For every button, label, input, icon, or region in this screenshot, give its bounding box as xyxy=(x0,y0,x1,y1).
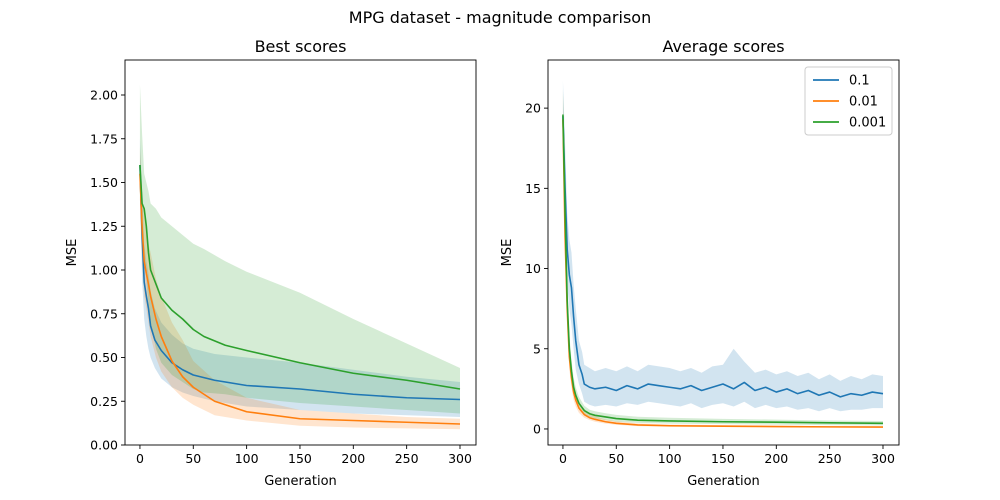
series-line-0.001 xyxy=(562,114,884,425)
y-tick-label: 1.00 xyxy=(90,263,118,278)
x-tick-label: 100 xyxy=(658,451,682,466)
y-tick-label: 1.50 xyxy=(90,175,118,190)
x-tick-label: 50 xyxy=(185,451,201,466)
x-tick-label: 150 xyxy=(711,451,735,466)
series-line-0.01 xyxy=(139,173,461,425)
y-tick-label: 1.75 xyxy=(90,131,118,146)
y-tick-label: 0.00 xyxy=(90,438,118,453)
plot-area xyxy=(139,84,461,430)
x-axis-label: Generation xyxy=(264,474,337,489)
y-tick-label: 0.25 xyxy=(90,394,118,409)
x-tick-label: 250 xyxy=(818,451,842,466)
band-0.1 xyxy=(139,138,460,417)
chart-average-scores: 0 50 100 150 200 250 300 0 5 10 15 20 Average scores… xyxy=(500,37,900,489)
y-tick-label: 10 xyxy=(525,261,541,276)
legend-label-0.01: 0.01 xyxy=(849,95,878,110)
y-tick-label: 0 xyxy=(533,421,541,436)
legend: 0.1 0.01 0.001 xyxy=(804,66,893,136)
subplot-title: Average scores xyxy=(662,37,784,56)
x-tick-label: 150 xyxy=(288,451,312,466)
y-tick-label: 1.25 xyxy=(90,219,118,234)
series-line-0.1 xyxy=(562,116,884,398)
x-tick-label: 250 xyxy=(395,451,419,466)
plot-area xyxy=(562,80,884,428)
x-tick-label: 200 xyxy=(764,451,788,466)
x-tick-label: 0 xyxy=(559,451,567,466)
y-tick-label: 15 xyxy=(525,181,541,196)
x-axis-label: Generation xyxy=(687,474,760,489)
band-0.001 xyxy=(139,84,460,414)
subplot-title: Best scores xyxy=(255,37,347,56)
x-tick-label: 300 xyxy=(448,451,472,466)
axes-frame xyxy=(124,59,477,446)
series-line-0.1 xyxy=(139,164,461,401)
x-tick-label: 200 xyxy=(341,451,365,466)
y-axis-label: MSE xyxy=(500,239,515,267)
legend-label-0.1: 0.1 xyxy=(849,74,870,89)
y-tick-label: 0.50 xyxy=(90,350,118,365)
y-tick-label: 5 xyxy=(533,341,541,356)
x-tick-label: 50 xyxy=(608,451,624,466)
chart-best-scores: 0 50 100 150 200 250 300 0.00 0.25 0.50 0.75 1.00 1.… xyxy=(65,37,477,489)
axes-frame xyxy=(547,59,900,446)
figure-title: MPG dataset - magnitude comparison xyxy=(349,8,651,27)
y-tick-label: 0.75 xyxy=(90,306,118,321)
y-axis-label: MSE xyxy=(65,239,80,267)
x-tick-label: 100 xyxy=(235,451,259,466)
x-tick-label: 0 xyxy=(136,451,144,466)
band-0.1 xyxy=(562,80,883,412)
y-tick-label: 2.00 xyxy=(90,88,118,103)
series-line-0.001 xyxy=(139,164,461,390)
x-tick-label: 300 xyxy=(871,451,895,466)
y-tick-label: 20 xyxy=(525,101,541,116)
legend-label-0.001: 0.001 xyxy=(849,116,886,131)
